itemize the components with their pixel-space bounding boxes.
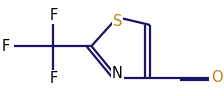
Text: F: F bbox=[49, 8, 58, 23]
Text: N: N bbox=[112, 66, 123, 81]
Text: F: F bbox=[49, 71, 58, 86]
Text: F: F bbox=[2, 39, 10, 54]
Text: O: O bbox=[211, 70, 222, 85]
Text: S: S bbox=[113, 14, 122, 29]
